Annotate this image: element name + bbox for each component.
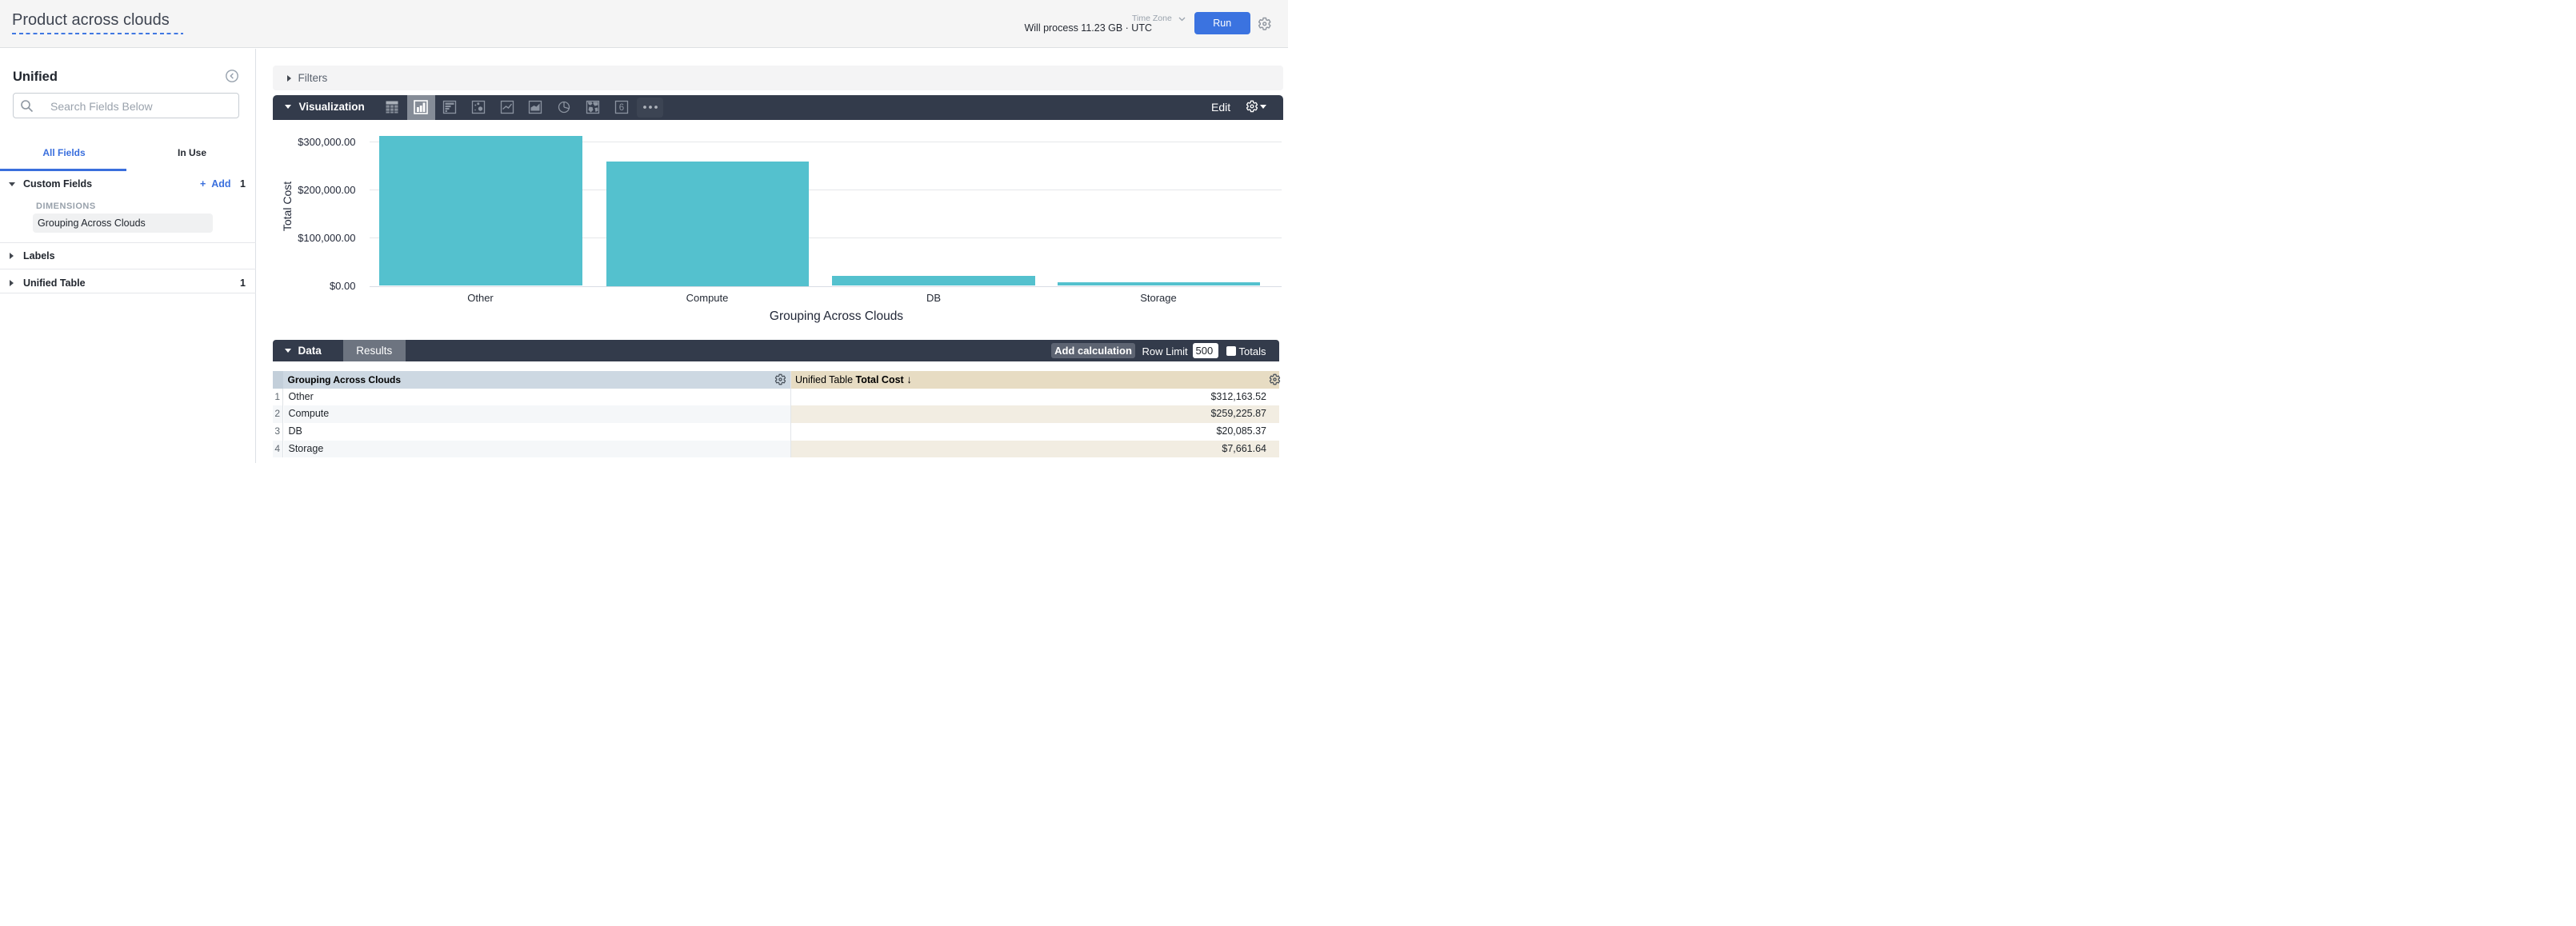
- svg-text:6: 6: [618, 103, 623, 113]
